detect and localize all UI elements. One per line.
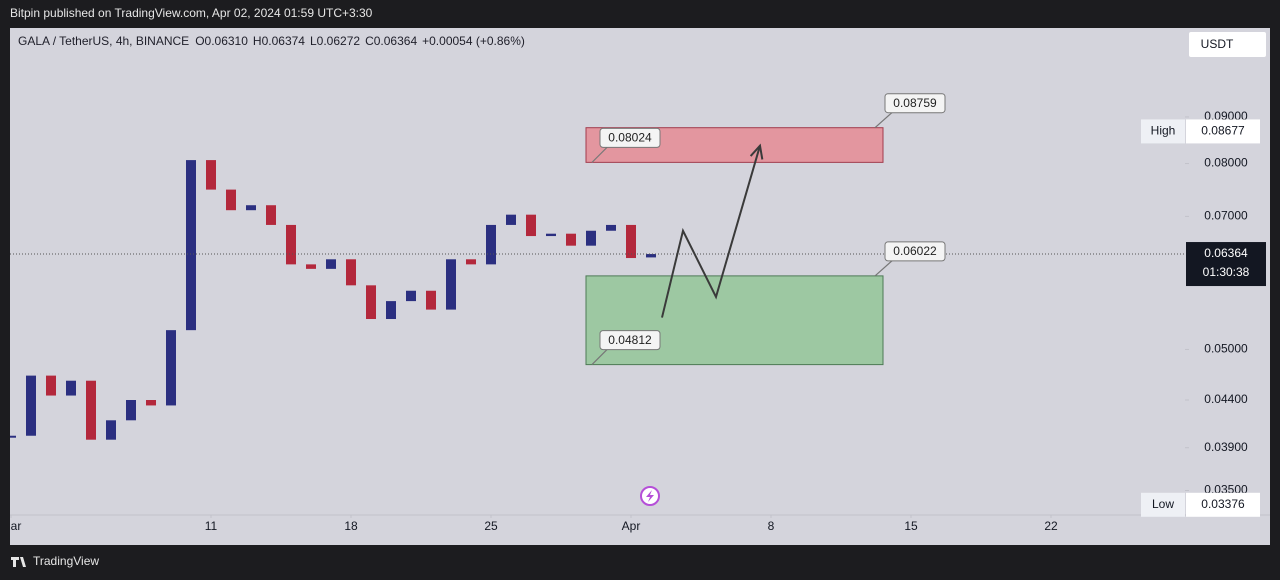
- extreme-name-box: [1141, 492, 1185, 517]
- callout-pointer: [874, 259, 894, 277]
- candle-body: [206, 160, 216, 190]
- candle-body: [226, 189, 236, 211]
- candle-body: [566, 233, 576, 246]
- y-tick-label: 0.07000: [1204, 209, 1248, 223]
- x-tick-label: 25: [484, 519, 498, 533]
- extreme-value-box: [1186, 119, 1260, 144]
- callout-label: 0.08024: [608, 131, 652, 145]
- legend: GALA / TetherUS, 4h, BINANCE O0.06310 H0.0…: [18, 34, 525, 48]
- extreme-value: 0.08677: [1201, 124, 1245, 138]
- candle-body: [406, 290, 416, 302]
- candle-body: [306, 264, 316, 269]
- zone: [585, 275, 884, 366]
- callout-box: [599, 330, 661, 351]
- footer-bar: [0, 545, 1280, 580]
- callout-pointer: [591, 145, 609, 163]
- candle-body: [506, 214, 516, 225]
- ohlc-value: 0.06310: [205, 34, 249, 48]
- y-tick-label: 0.05000: [1204, 342, 1248, 356]
- ohlc-label: L: [310, 34, 317, 48]
- currency[interactable]: USDT: [1201, 37, 1234, 51]
- extreme-name: Low: [1152, 497, 1174, 511]
- candle-body: [626, 224, 636, 259]
- callout-pointer: [874, 111, 894, 129]
- extreme-name: High: [1151, 124, 1176, 138]
- projection-arrowhead: [749, 143, 764, 160]
- y-tick-label: 0.03900: [1204, 440, 1248, 454]
- x-tick-label: 22: [1044, 519, 1058, 533]
- last-price: 0.06364: [1204, 246, 1248, 260]
- candle-body: [26, 375, 36, 436]
- candle-body: [126, 400, 136, 421]
- candle-body: [86, 380, 96, 440]
- ohlc-label: C: [365, 34, 374, 48]
- candle-body: [146, 400, 156, 406]
- ohlc-value: 0.06364: [374, 34, 418, 48]
- candle-body: [246, 205, 256, 211]
- callout-box: [884, 241, 946, 262]
- projection-path: [661, 145, 761, 318]
- candle-body: [646, 254, 656, 258]
- currency-button[interactable]: [1189, 32, 1266, 57]
- candle-body: [166, 330, 176, 406]
- candle-body: [386, 301, 396, 320]
- extreme-value-box: [1186, 492, 1260, 517]
- candle-body: [266, 205, 276, 225]
- x-tick-label: 8: [768, 519, 775, 533]
- callout-pointer: [591, 348, 609, 366]
- x-tick-label: 11: [205, 519, 218, 533]
- callout-box: [884, 93, 946, 114]
- candle-body: [426, 290, 436, 310]
- candle-body: [606, 224, 616, 231]
- extreme-value: 0.03376: [1201, 497, 1245, 511]
- candle-body: [446, 259, 456, 310]
- candle-body: [10, 435, 16, 438]
- candle-body: [586, 230, 596, 246]
- candle-body: [106, 420, 116, 440]
- candle-body: [346, 259, 356, 286]
- x-tick-label: Apr: [622, 519, 641, 533]
- tv-logo: [11, 557, 26, 567]
- candle-body: [366, 285, 376, 320]
- candle-body: [66, 380, 76, 396]
- y-tick-label: 0.04400: [1204, 392, 1248, 406]
- publisher: Bitpin published on TradingView.com, Apr…: [10, 6, 373, 20]
- change: +0.00054 (+0.86%): [422, 34, 525, 48]
- callout-label: 0.08759: [893, 96, 937, 110]
- ohlc-label: H: [253, 34, 262, 48]
- candle-body: [286, 224, 296, 265]
- ohlc-label: O: [195, 34, 204, 48]
- candle-body: [186, 160, 196, 331]
- countdown: 01:30:38: [1203, 265, 1250, 279]
- candle-body: [46, 375, 56, 396]
- callout-label: 0.04812: [608, 333, 652, 347]
- callout-box: [599, 127, 661, 148]
- last-price-box: [1186, 242, 1266, 287]
- extreme-name-box: [1141, 119, 1185, 144]
- events-icon[interactable]: [640, 486, 660, 506]
- ohlc-value: 0.06272: [317, 34, 361, 48]
- symbol: GALA / TetherUS, 4h, BINANCE: [18, 34, 189, 48]
- candle-body: [466, 259, 476, 265]
- y-tick-label: 0.08000: [1204, 156, 1248, 170]
- candle-body: [486, 224, 496, 265]
- brand: TradingView: [33, 554, 99, 568]
- overlay: 0.090000.080000.070000.050000.044000.039…: [10, 93, 1266, 518]
- candle-body: [326, 259, 336, 269]
- ohlc-value: 0.06374: [262, 34, 306, 48]
- candle-body: [546, 233, 556, 237]
- callout-label: 0.06022: [893, 244, 937, 258]
- x-tick-label: 15: [904, 519, 918, 533]
- x-tick-label: Mar: [1, 519, 22, 533]
- x-tick-label: 18: [344, 519, 358, 533]
- candle-body: [526, 214, 536, 237]
